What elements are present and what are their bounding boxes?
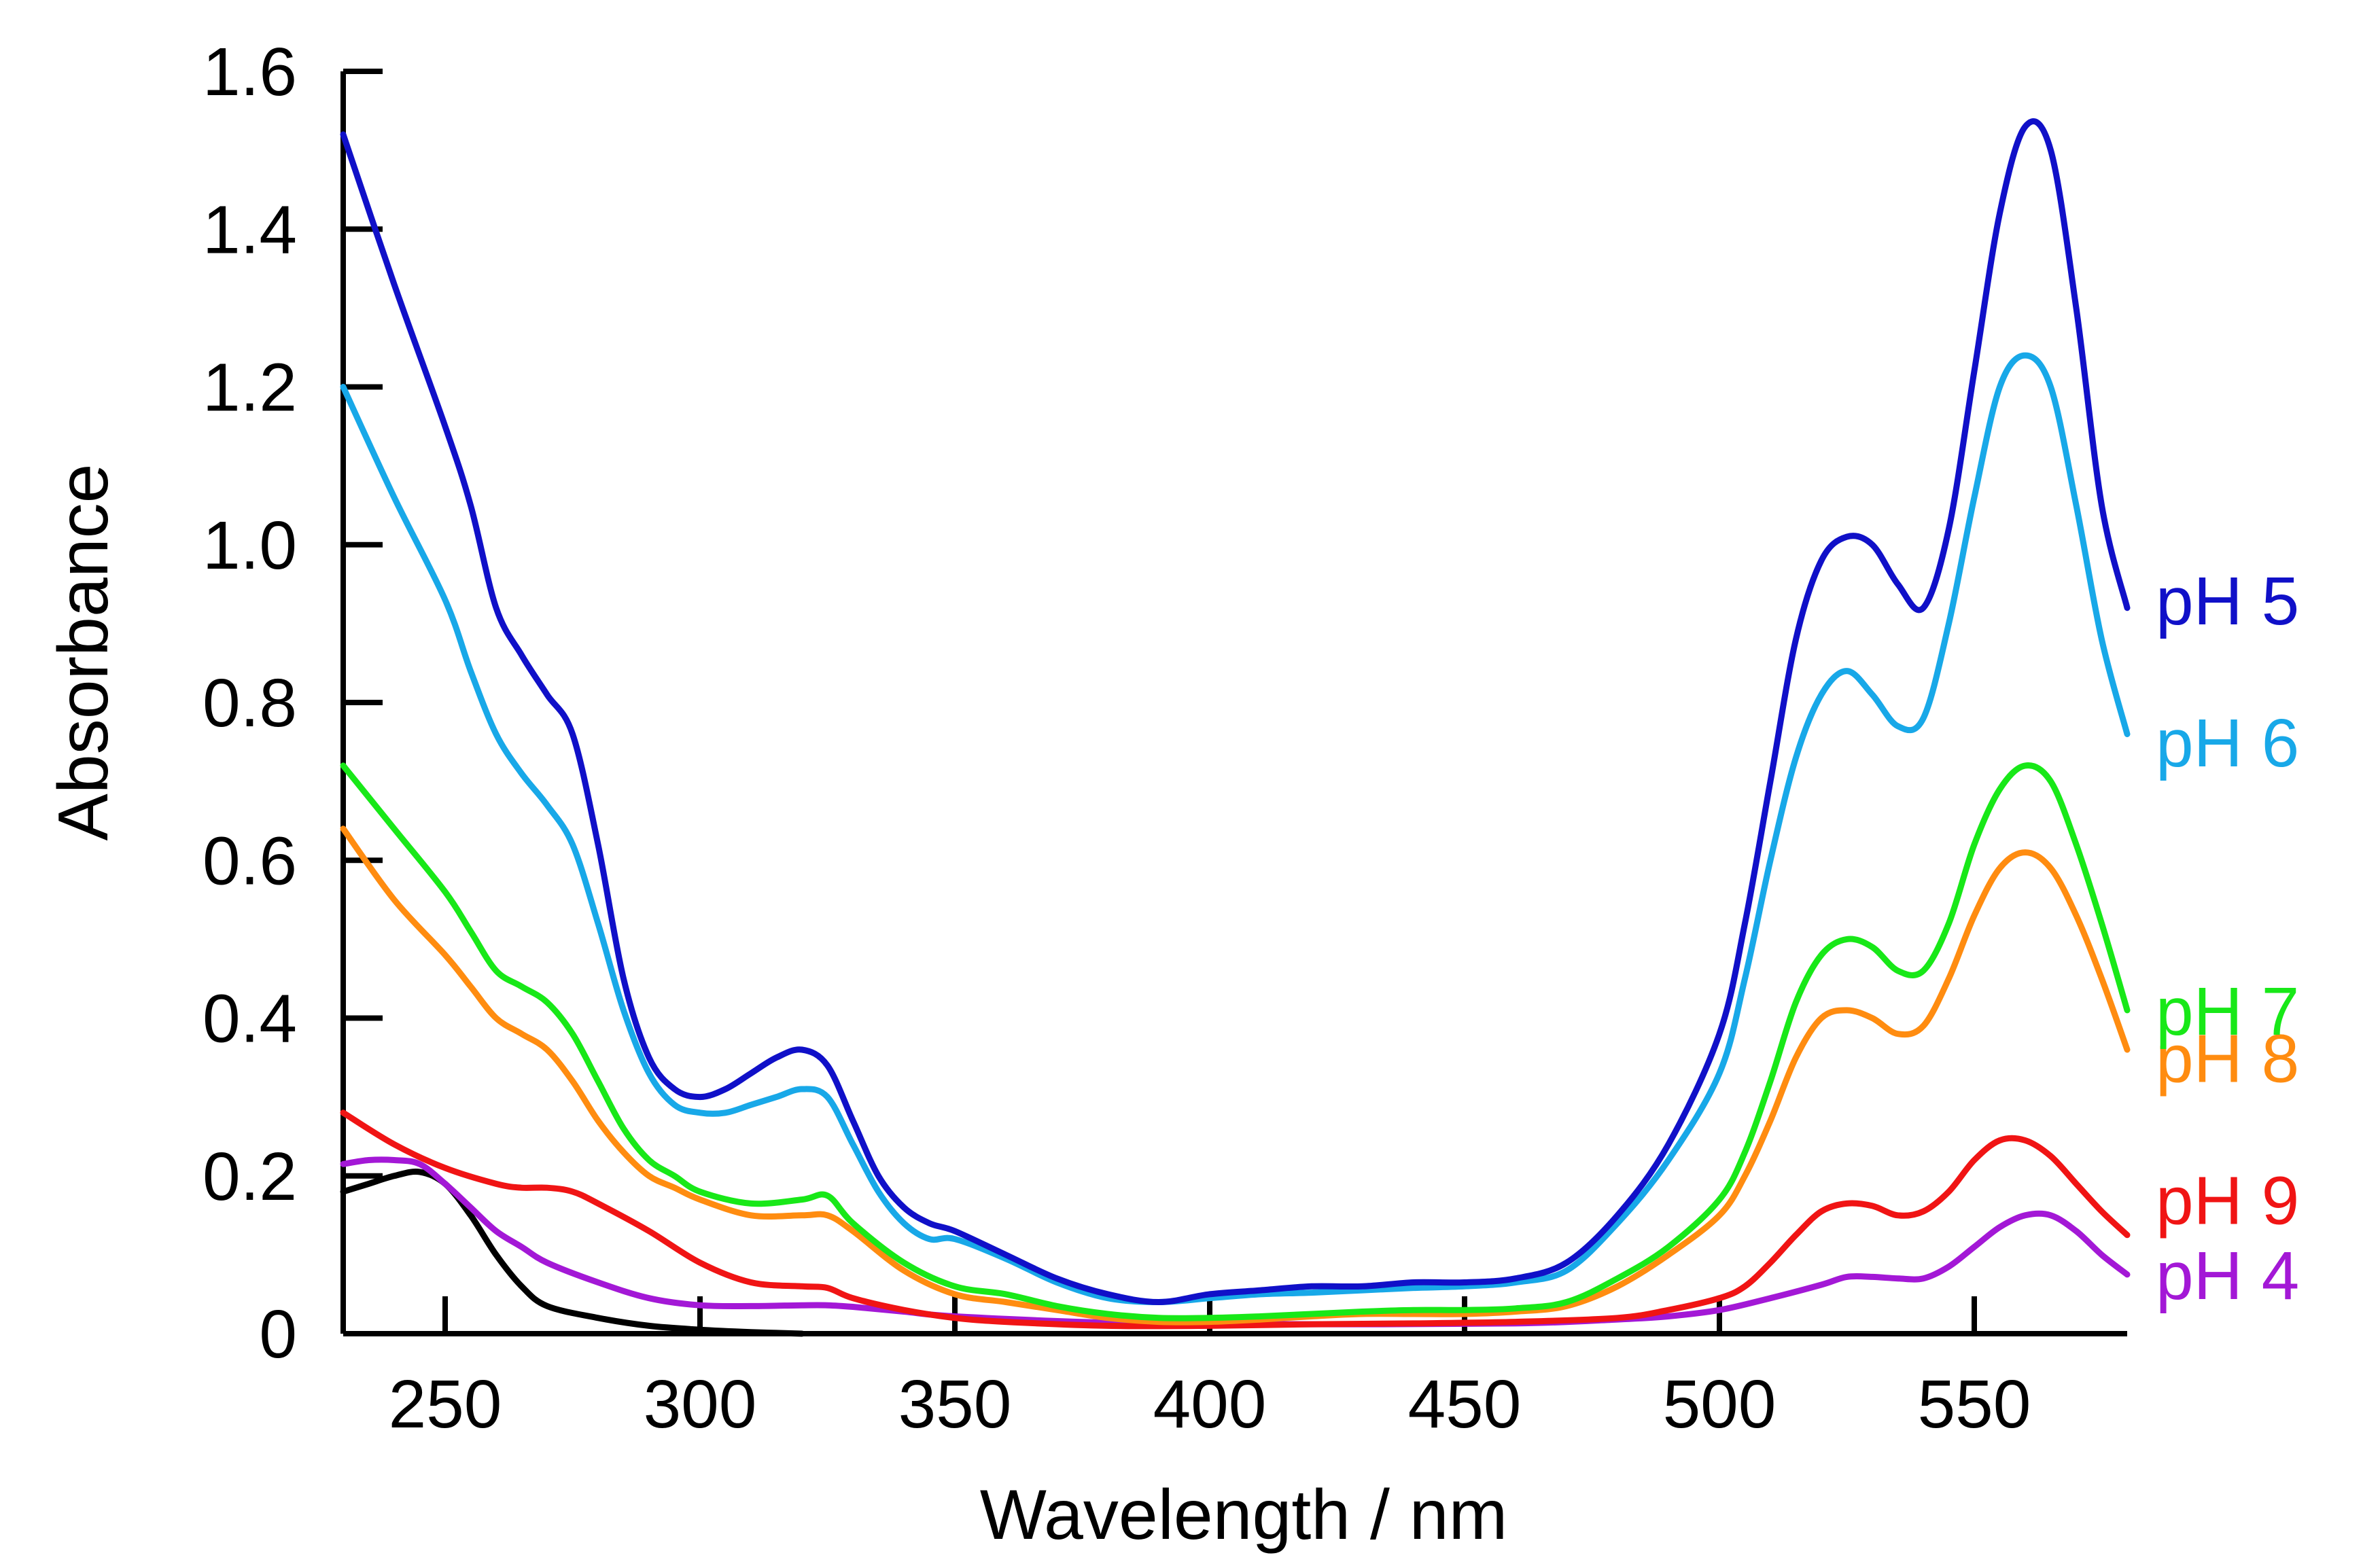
x-axis-title: Wavelength / nm: [980, 1476, 1508, 1554]
series-label-ph-9: pH 9: [2156, 1163, 2299, 1239]
y-tick-label: 0.8: [203, 665, 297, 741]
y-tick-label: 0: [259, 1296, 297, 1372]
x-tick-label: 550: [1918, 1366, 2031, 1442]
axes-layer: 250 300 350 400 450 500 550 0 0.2 0.4 0.6 0.8 1.0 1.2…: [203, 34, 2127, 1442]
x-tick-label: 300: [644, 1366, 757, 1442]
series-labels-layer: pH 4pH 9 pH 8pH 7 pH 6 pH 5: [2156, 563, 2299, 1314]
curves-layer: [340, 118, 2131, 1337]
y-tick-label: 0.4: [203, 981, 297, 1057]
series-line-ph-9: [340, 1109, 2131, 1330]
x-tick-label: 500: [1663, 1366, 1777, 1442]
series-label-ph-8: pH 8: [2156, 1021, 2299, 1097]
x-tick-label: 400: [1153, 1366, 1267, 1442]
series-line-unlabeled: [340, 1168, 805, 1337]
series-line-ph-5: [340, 118, 2131, 1305]
series-label-ph-5: pH 5: [2156, 563, 2299, 639]
y-axis-title: Absorbance: [44, 463, 123, 840]
series-line-ph-4: [340, 1156, 2131, 1328]
y-tick-label: 0.6: [203, 823, 297, 899]
x-tick-label: 350: [898, 1366, 1012, 1442]
series-label-ph-6: pH 6: [2156, 705, 2299, 781]
series-line-ph-6: [340, 352, 2131, 1305]
series-label-ph-4: pH 4: [2156, 1238, 2299, 1314]
series-line-ph-7: [340, 762, 2131, 1321]
y-tick-label: 0.2: [203, 1139, 297, 1215]
x-tick-label: 450: [1408, 1366, 1522, 1442]
y-tick-label: 1.2: [203, 350, 297, 426]
x-tick-label: 250: [389, 1366, 502, 1442]
y-tick-label: 1.4: [203, 192, 297, 268]
y-tick-label: 1.0: [203, 508, 297, 584]
series-label-ph-7: pH 7: [2156, 974, 2299, 1050]
y-tick-label: 1.6: [203, 34, 297, 110]
